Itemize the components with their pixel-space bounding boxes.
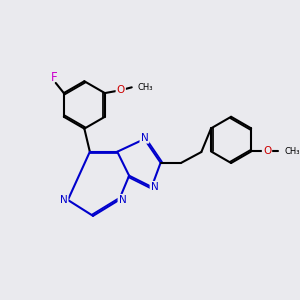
Text: CH₃: CH₃	[284, 147, 300, 156]
Text: N: N	[118, 195, 126, 205]
Text: N: N	[141, 133, 148, 142]
Text: O: O	[117, 85, 125, 95]
Text: F: F	[51, 71, 58, 84]
Text: N: N	[151, 182, 158, 192]
Text: CH₃: CH₃	[137, 83, 153, 92]
Text: N: N	[60, 195, 68, 205]
Text: O: O	[263, 146, 271, 156]
